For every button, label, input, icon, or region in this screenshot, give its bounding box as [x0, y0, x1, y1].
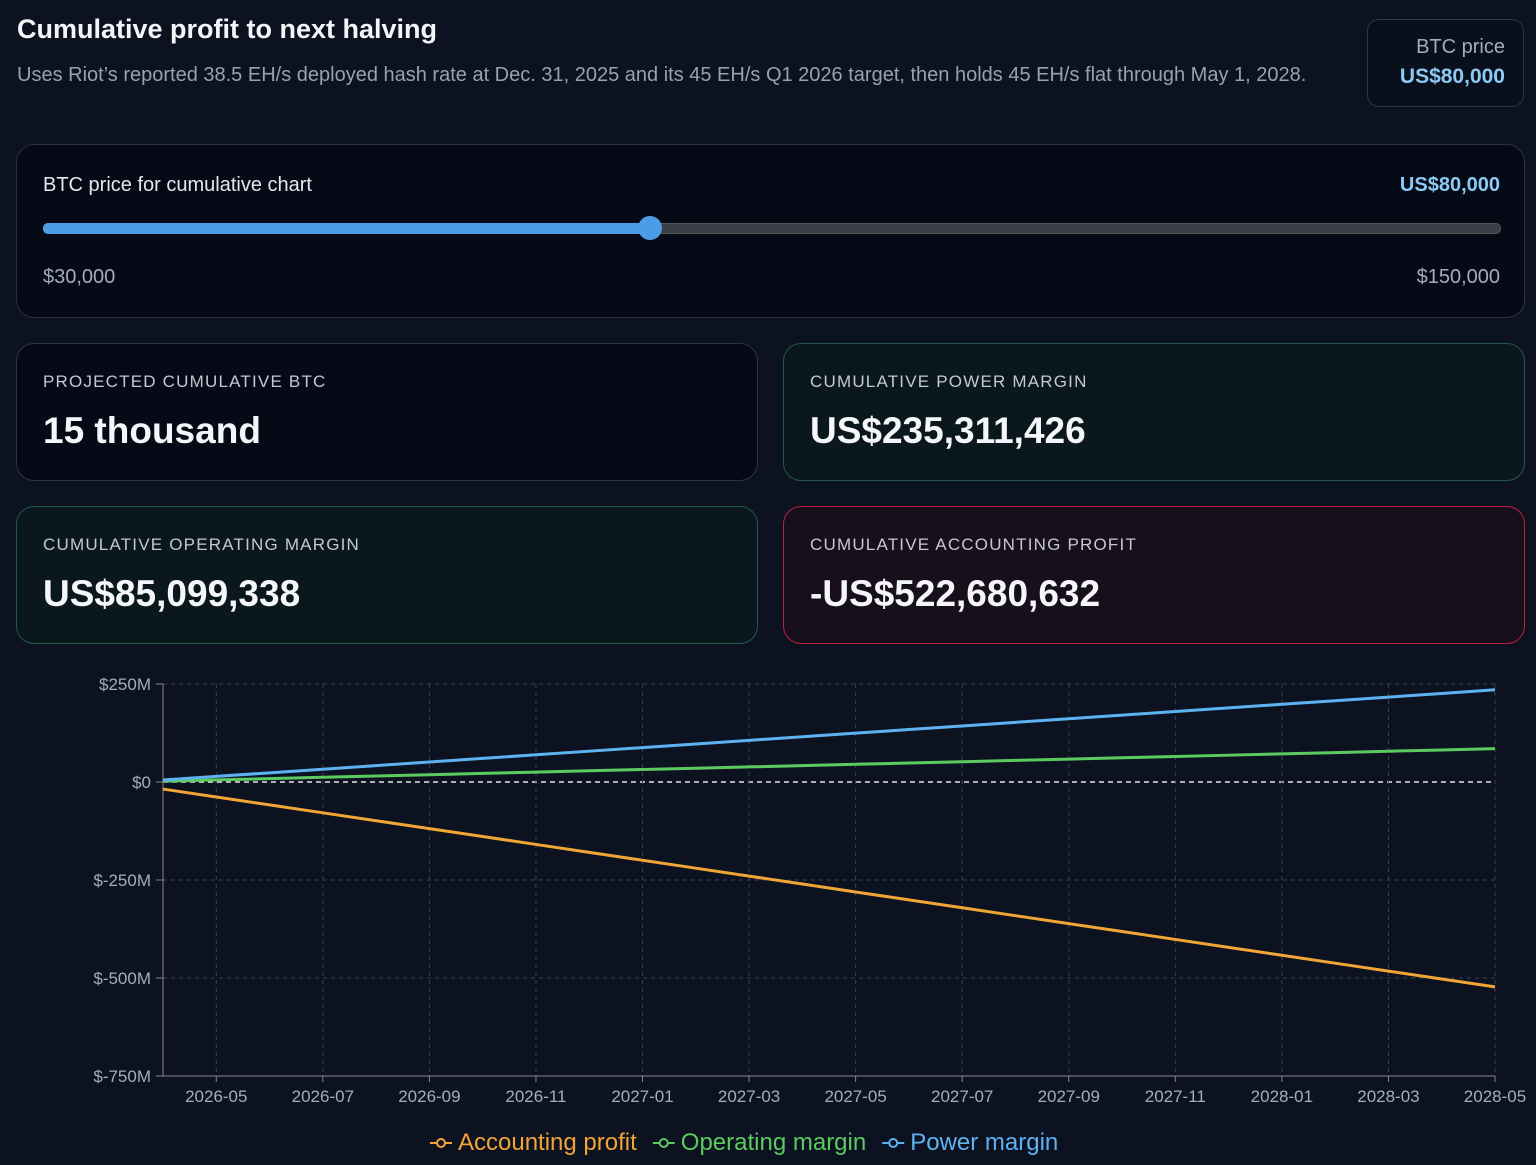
x-tick-label: 2026-05	[185, 1087, 247, 1106]
x-tick-label: 2027-03	[718, 1087, 780, 1106]
card-label: CUMULATIVE POWER MARGIN	[810, 372, 1088, 391]
series-line	[162, 787, 1496, 989]
y-tick-label: $0	[132, 773, 151, 792]
legend-label: Accounting profit	[458, 1129, 637, 1156]
legend-label: Operating margin	[681, 1129, 866, 1156]
x-tick-label: 2027-07	[931, 1087, 993, 1106]
x-tick-label: 2026-07	[292, 1087, 354, 1106]
slider-max: $150,000	[1416, 266, 1500, 288]
card-value: US$235,311,426	[810, 410, 1086, 451]
slider-thumb[interactable]	[637, 216, 662, 240]
card-value: 15 thousand	[43, 410, 261, 451]
x-tick-label: 2028-05	[1464, 1087, 1526, 1106]
metric-card: CUMULATIVE ACCOUNTING PROFIT -US$522,680…	[783, 506, 1525, 644]
metric-card: PROJECTED CUMULATIVE BTC 15 thousand	[16, 343, 758, 481]
legend-marker	[888, 1138, 899, 1148]
legend-marker	[658, 1138, 669, 1148]
y-tick-label: $250M	[99, 675, 151, 694]
x-tick-label: 2028-03	[1357, 1087, 1419, 1106]
y-tick-label: $-250M	[93, 871, 151, 890]
slider-fill	[43, 223, 650, 234]
legend-label: Power margin	[910, 1129, 1058, 1156]
series-line	[162, 747, 1496, 783]
x-tick-label: 2027-09	[1038, 1087, 1100, 1106]
legend-marker	[436, 1138, 446, 1148]
slider-min: $30,000	[43, 266, 116, 288]
card-value: US$85,099,338	[43, 573, 301, 614]
metric-card: CUMULATIVE OPERATING MARGIN US$85,099,33…	[16, 506, 758, 644]
slider-panel: BTC price for cumulative chart US$80,000…	[16, 144, 1525, 318]
badge-label: BTC price	[1416, 36, 1505, 58]
card-label: PROJECTED CUMULATIVE BTC	[43, 372, 327, 391]
x-tick-label: 2026-11	[505, 1087, 566, 1106]
badge-value: US$80,000	[1399, 65, 1505, 88]
card-value: -US$522,680,632	[810, 573, 1101, 614]
metric-card: CUMULATIVE POWER MARGIN US$235,311,426	[783, 343, 1525, 481]
x-tick-label: 2026-09	[398, 1087, 460, 1106]
x-tick-label: 2027-05	[824, 1087, 886, 1106]
x-tick-label: 2028-01	[1251, 1087, 1313, 1106]
title: Cumulative profit to next halving	[17, 14, 438, 44]
slider-value: US$80,000	[1399, 174, 1500, 196]
card-label: CUMULATIVE OPERATING MARGIN	[43, 535, 361, 554]
x-tick-label: 2027-11	[1145, 1087, 1206, 1106]
series-line	[162, 688, 1496, 782]
price-badge: BTC price US$80,000	[1367, 19, 1524, 107]
y-tick-label: $-500M	[93, 969, 151, 988]
y-tick-label: $-750M	[93, 1067, 151, 1086]
chart: $-750M $-500M $-250M $0 $250M 2026-05 2026-07 2…	[93, 675, 1526, 1156]
x-tick-label: 2027-01	[611, 1087, 673, 1106]
subtitle: Uses Riot’s reported 38.5 EH/s deployed …	[17, 64, 1307, 86]
slider-label: BTC price for cumulative chart	[43, 174, 312, 196]
card-label: CUMULATIVE ACCOUNTING PROFIT	[810, 535, 1138, 554]
